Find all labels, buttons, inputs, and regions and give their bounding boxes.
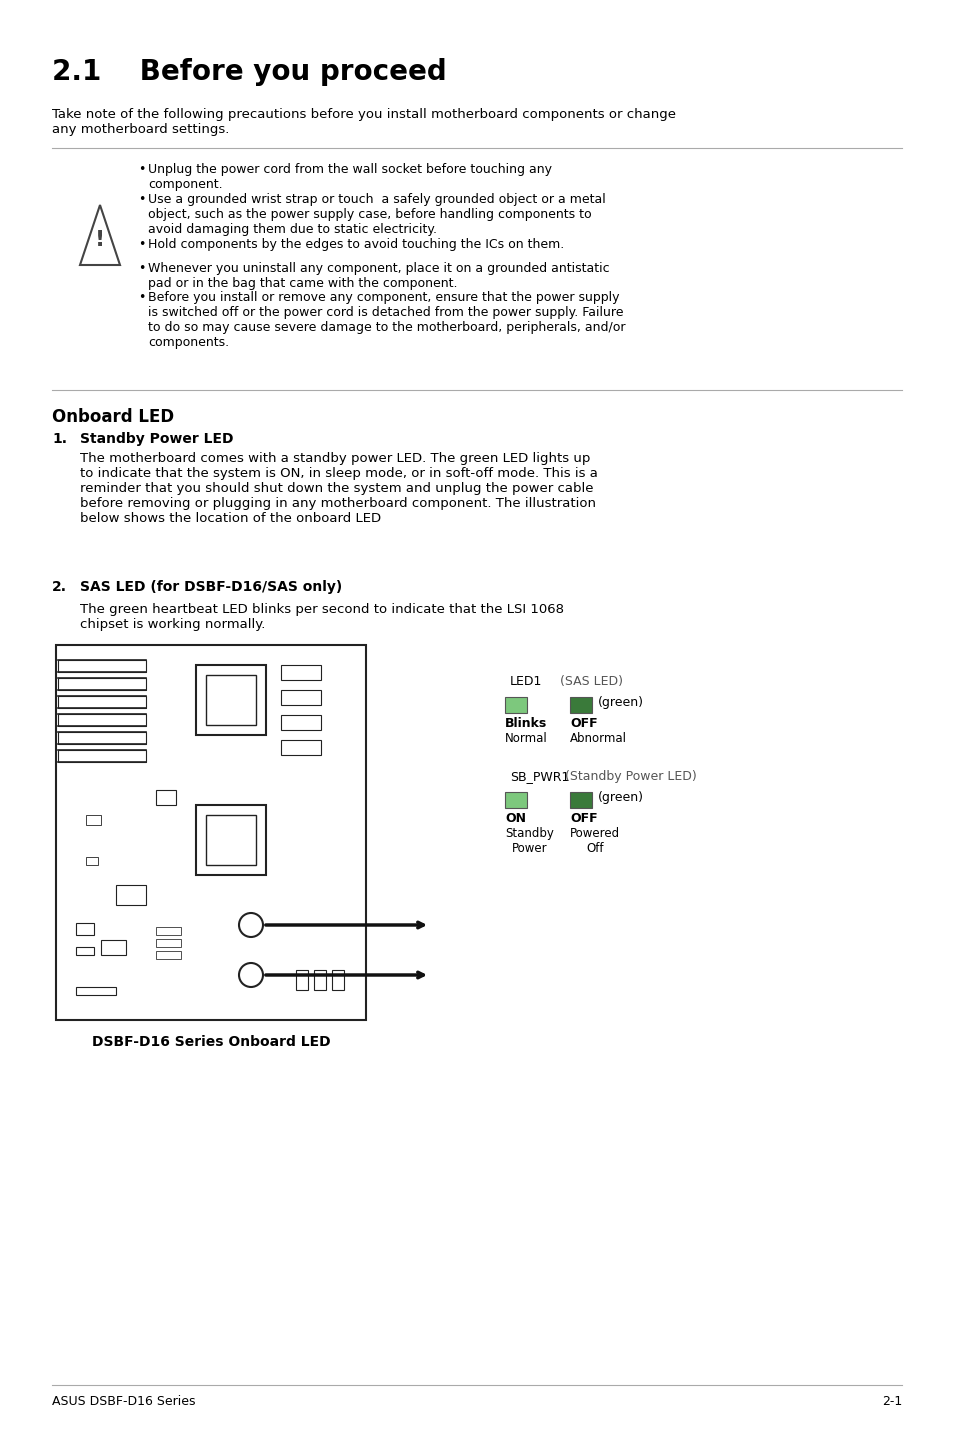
Bar	[116, 884, 146, 905]
Text: SAS LED (for DSBF-D16/SAS only): SAS LED (for DSBF-D16/SAS only)	[80, 580, 342, 594]
Bar	[86, 815, 101, 825]
Bar	[281, 664, 320, 680]
Text: (SAS LED): (SAS LED)	[559, 674, 622, 687]
Bar	[195, 664, 266, 735]
Bar	[295, 971, 308, 989]
Text: Standby Power LED: Standby Power LED	[80, 431, 233, 446]
Bar	[281, 690, 320, 705]
Bar	[58, 732, 146, 743]
Text: •: •	[138, 290, 145, 303]
Bar	[569, 792, 592, 808]
Text: •: •	[138, 162, 145, 175]
Text: The motherboard comes with a standby power LED. The green LED lights up
to indic: The motherboard comes with a standby pow…	[80, 452, 598, 525]
Text: The green heartbeat LED blinks per second to indicate that the LSI 1068
chipset : The green heartbeat LED blinks per secon…	[80, 603, 563, 631]
Text: 2-1: 2-1	[881, 1395, 901, 1408]
Bar	[58, 751, 146, 762]
Text: Powered
Off: Powered Off	[569, 827, 619, 856]
Text: Unplug the power cord from the wall socket before touching any
component.: Unplug the power cord from the wall sock…	[148, 162, 552, 191]
Text: (green): (green)	[598, 791, 643, 804]
Text: Take note of the following precautions before you install motherboard components: Take note of the following precautions b…	[52, 108, 676, 137]
Text: OFF: OFF	[569, 718, 597, 731]
Text: Use a grounded wrist strap or touch  a safely grounded object or a metal
object,: Use a grounded wrist strap or touch a sa…	[148, 193, 605, 236]
Bar	[156, 951, 181, 959]
Text: DSBF-D16 Series Onboard LED: DSBF-D16 Series Onboard LED	[91, 1035, 330, 1048]
Text: ASUS DSBF-D16 Series: ASUS DSBF-D16 Series	[52, 1395, 195, 1408]
Bar	[206, 674, 255, 725]
Bar	[206, 815, 255, 866]
Text: !: !	[95, 230, 105, 250]
Text: Hold components by the edges to avoid touching the ICs on them.: Hold components by the edges to avoid to…	[148, 239, 563, 252]
Bar	[504, 792, 526, 808]
Text: Whenever you uninstall any component, place it on a grounded antistatic
pad or i: Whenever you uninstall any component, pl…	[148, 262, 609, 290]
Bar	[156, 789, 175, 805]
Bar	[156, 928, 181, 935]
Text: ON: ON	[504, 812, 525, 825]
Text: Blinks: Blinks	[504, 718, 547, 731]
Text: Abnormal: Abnormal	[569, 732, 626, 745]
Bar	[56, 646, 366, 1020]
Bar	[156, 939, 181, 948]
Text: OFF: OFF	[569, 812, 597, 825]
Bar	[281, 715, 320, 731]
Text: Normal: Normal	[504, 732, 547, 745]
Text: (Standby Power LED): (Standby Power LED)	[564, 769, 696, 784]
Bar	[58, 696, 146, 707]
Bar	[58, 660, 146, 672]
Text: LED1: LED1	[510, 674, 542, 687]
Text: SB_PWR1: SB_PWR1	[510, 769, 569, 784]
Bar	[76, 923, 94, 935]
Text: •: •	[138, 262, 145, 275]
Bar	[504, 697, 526, 713]
Text: Standby
Power: Standby Power	[504, 827, 554, 856]
Text: Onboard LED: Onboard LED	[52, 408, 174, 426]
Bar	[58, 677, 146, 690]
Bar	[195, 805, 266, 874]
Bar	[314, 971, 326, 989]
Text: Before you install or remove any component, ensure that the power supply
is swit: Before you install or remove any compone…	[148, 290, 625, 349]
Text: •: •	[138, 193, 145, 206]
Bar	[332, 971, 344, 989]
Bar	[86, 857, 98, 866]
Text: 2.1    Before you proceed: 2.1 Before you proceed	[52, 58, 446, 86]
Bar	[281, 741, 320, 755]
Bar	[58, 715, 146, 726]
Bar	[76, 986, 116, 995]
Text: 1.: 1.	[52, 431, 67, 446]
Bar	[101, 940, 126, 955]
Text: 2.: 2.	[52, 580, 67, 594]
Bar	[569, 697, 592, 713]
Text: (green): (green)	[598, 696, 643, 709]
Text: •: •	[138, 239, 145, 252]
Bar	[76, 948, 94, 955]
